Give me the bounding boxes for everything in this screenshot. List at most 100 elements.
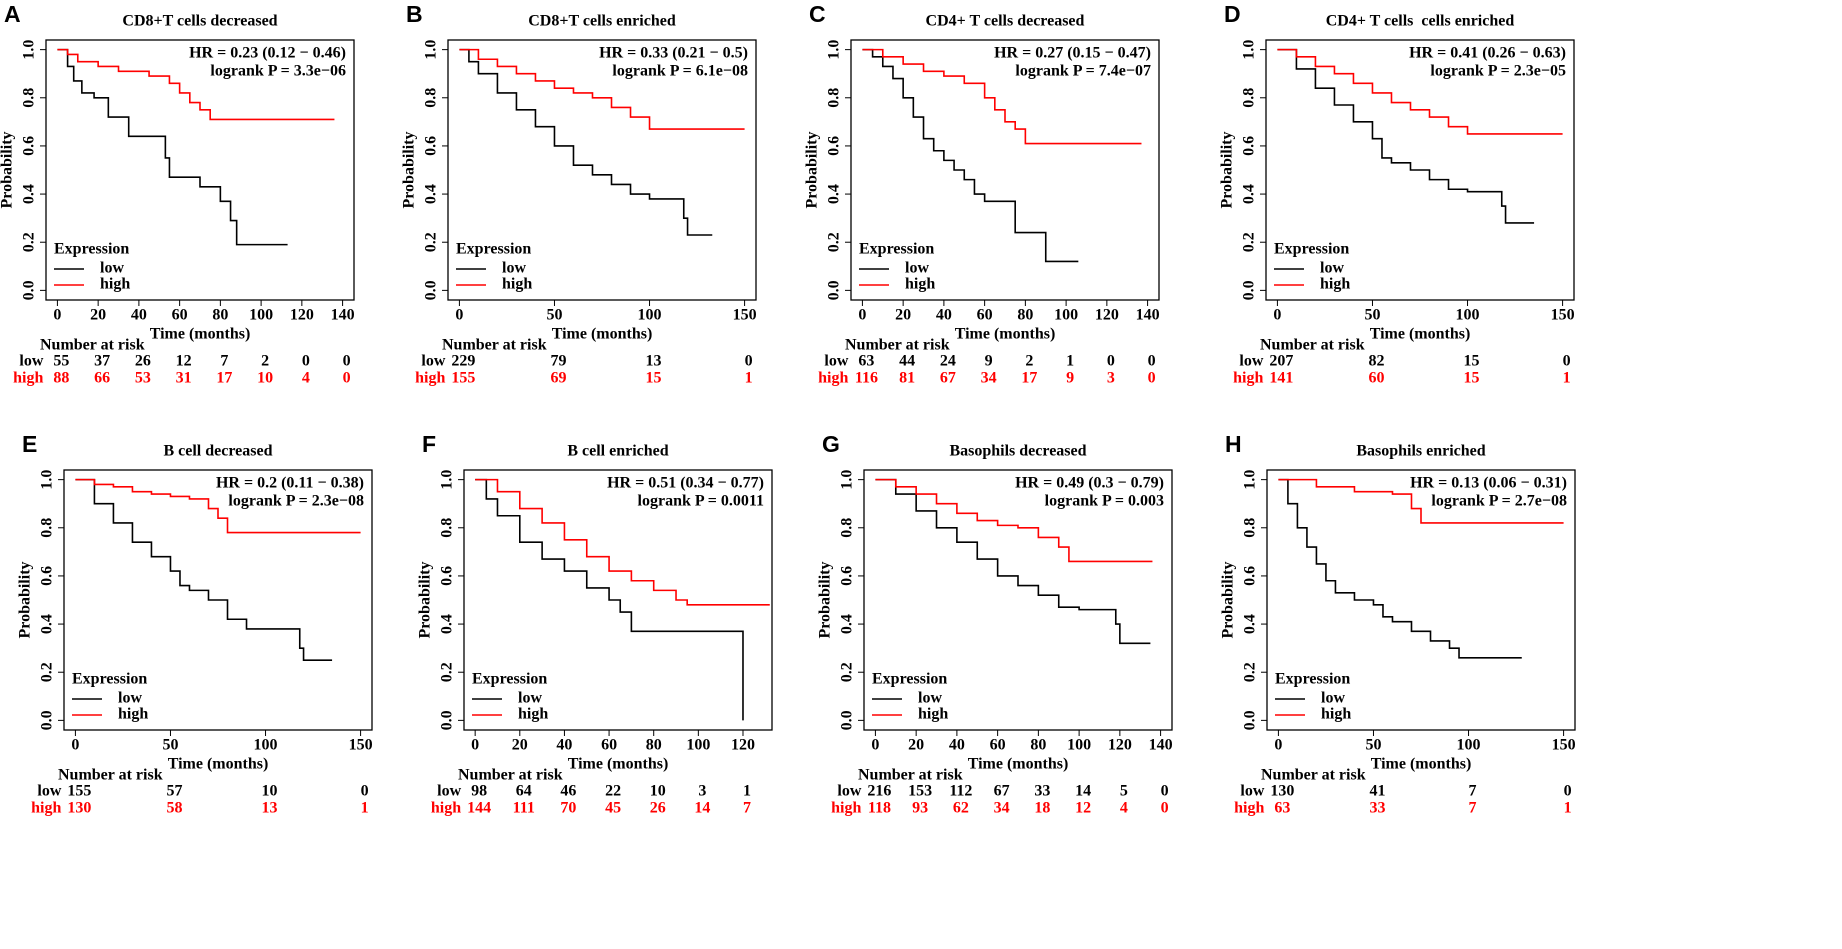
risk-value: 0 <box>1161 783 1169 800</box>
annotation: logrank P = 3.3e−06 <box>210 63 346 80</box>
risk-value: 0 <box>343 353 351 370</box>
y-tick-label: 0.6 <box>839 566 856 586</box>
y-tick-label: 0.4 <box>439 614 456 634</box>
y-tick-label: 1.0 <box>423 40 440 60</box>
x-tick-label: 80 <box>1030 737 1046 754</box>
y-tick-label: 0.0 <box>1242 710 1259 730</box>
risk-value: 45 <box>605 800 621 817</box>
survival-curve <box>75 478 361 534</box>
risk-value: 1 <box>1066 353 1074 370</box>
plot-frame <box>863 469 1173 731</box>
survival-curve <box>1278 478 1564 524</box>
risk-value: 81 <box>899 370 915 387</box>
x-tick-label: 150 <box>1552 737 1576 754</box>
x-tick-label: 100 <box>1457 737 1481 754</box>
plot-frame <box>45 39 355 301</box>
risk-value: 112 <box>949 783 972 800</box>
y-axis-label: Probability <box>1220 561 1237 638</box>
risk-value: 12 <box>1075 800 1091 817</box>
x-tick-label: 120 <box>290 307 314 324</box>
x-tick-label: 150 <box>1551 307 1575 324</box>
y-axis-label: Probability <box>0 131 16 208</box>
plot-frame <box>63 469 373 731</box>
x-tick-label: 40 <box>936 307 952 324</box>
y-tick-label: 1.0 <box>839 470 856 490</box>
x-tick-label: 100 <box>1456 307 1480 324</box>
risk-value: 0 <box>1107 353 1115 370</box>
x-tick-label: 100 <box>254 737 278 754</box>
y-tick-label: 0.4 <box>1241 184 1258 204</box>
risk-value: 10 <box>257 370 273 387</box>
survival-curve <box>57 48 335 121</box>
y-tick-label: 0.8 <box>826 88 843 108</box>
plot-frame <box>850 39 1160 301</box>
risk-value: 2 <box>261 353 269 370</box>
x-tick-label: 100 <box>1054 307 1078 324</box>
y-tick-label: 0.6 <box>1241 136 1258 156</box>
annotation: logrank P = 0.003 <box>1045 493 1164 510</box>
x-tick-label: 120 <box>731 737 755 754</box>
y-tick-label: 0.4 <box>839 614 856 634</box>
risk-value: 58 <box>166 800 182 817</box>
panel-letter: E <box>22 431 37 457</box>
y-tick-label: 1.0 <box>21 40 38 60</box>
survival-curve <box>875 478 1153 563</box>
x-axis-label: Time (months) <box>568 756 669 773</box>
panel-letter: A <box>4 1 21 27</box>
annotation: HR = 0.27 (0.15 − 0.47) <box>994 45 1151 62</box>
risk-value: 0 <box>1161 800 1169 817</box>
risk-value: 12 <box>176 353 192 370</box>
risk-value: 9 <box>985 353 993 370</box>
risk-value: 155 <box>451 370 475 387</box>
risk-table-title: Number at risk <box>458 767 563 784</box>
survival-curve <box>57 48 288 246</box>
legend-title: Expression <box>872 671 947 688</box>
panel-letter: C <box>809 1 826 27</box>
y-tick-label: 0.4 <box>39 614 56 634</box>
legend-title: Expression <box>72 671 147 688</box>
x-tick-label: 0 <box>871 737 879 754</box>
legend-label: high <box>1321 706 1351 723</box>
risk-value: 4 <box>1120 800 1128 817</box>
y-axis-label: Probability <box>817 561 834 638</box>
legend-title: Expression <box>54 241 129 258</box>
risk-value: 34 <box>981 370 997 387</box>
risk-value: 1 <box>1564 800 1572 817</box>
risk-value: 0 <box>1564 783 1572 800</box>
panel-letter: F <box>422 431 436 457</box>
y-tick-label: 0.8 <box>439 518 456 538</box>
risk-row-name: low <box>37 783 61 800</box>
x-tick-label: 0 <box>53 307 61 324</box>
risk-row-name: high <box>818 370 848 387</box>
risk-value: 66 <box>94 370 110 387</box>
x-tick-label: 60 <box>172 307 188 324</box>
risk-value: 15 <box>646 370 662 387</box>
x-tick-label: 120 <box>1095 307 1119 324</box>
y-tick-label: 0.8 <box>21 88 38 108</box>
x-tick-label: 50 <box>162 737 178 754</box>
y-axis-label: Probability <box>417 561 434 638</box>
y-tick-label: 0.0 <box>439 710 456 730</box>
x-tick-label: 150 <box>733 307 757 324</box>
risk-value: 4 <box>302 370 310 387</box>
x-axis-label: Time (months) <box>150 326 251 343</box>
annotation: logrank P = 2.3e−05 <box>1430 63 1566 80</box>
x-axis-label: Time (months) <box>552 326 653 343</box>
survival-curve <box>459 48 713 236</box>
y-tick-label: 0.4 <box>1242 614 1259 634</box>
y-tick-label: 0.0 <box>423 280 440 300</box>
risk-value: 69 <box>550 370 566 387</box>
risk-value: 3 <box>698 783 706 800</box>
risk-value: 82 <box>1368 353 1384 370</box>
legend-label: high <box>502 276 532 293</box>
chart-title: CD8+T cells enriched <box>528 13 676 30</box>
risk-value: 26 <box>650 800 666 817</box>
risk-table-title: Number at risk <box>1260 337 1365 354</box>
risk-row-name: high <box>13 370 43 387</box>
risk-value: 0 <box>745 353 753 370</box>
legend-label: low <box>100 260 124 277</box>
y-tick-label: 0.6 <box>21 136 38 156</box>
y-axis-label: Probability <box>401 131 418 208</box>
x-axis-label: Time (months) <box>955 326 1056 343</box>
